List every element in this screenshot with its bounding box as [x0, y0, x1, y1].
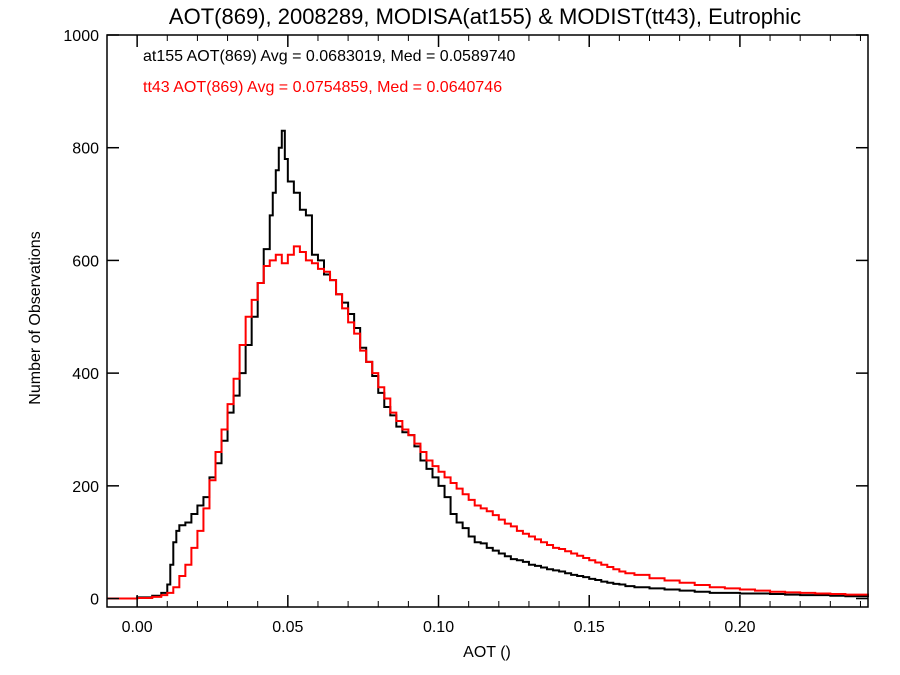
- axes: [106, 34, 869, 608]
- annotation-tt43: tt43 AOT(869) Avg = 0.0754859, Med = 0.0…: [143, 79, 502, 96]
- series-line-1: [107, 245, 869, 600]
- x-tick-label: 0.20: [724, 619, 755, 636]
- x-tick-label: 0.10: [423, 619, 454, 636]
- annotation-at155: at155 AOT(869) Avg = 0.0683019, Med = 0.…: [143, 48, 516, 65]
- y-tick-label: 200: [72, 479, 99, 496]
- y-tick-label: 1000: [63, 28, 99, 45]
- y-tick-label: 800: [72, 141, 99, 158]
- y-axis-label: Number of Observations: [27, 231, 44, 404]
- x-tick-label: 0.05: [272, 619, 303, 636]
- series-line-0: [107, 129, 869, 600]
- y-tick-label: 0: [90, 592, 99, 609]
- x-axis-label: AOT (): [463, 644, 511, 661]
- x-tick-label: 0.15: [574, 619, 605, 636]
- series-layer: [107, 129, 869, 600]
- chart-title: AOT(869), 2008289, MODISA(at155) & MODIS…: [169, 4, 801, 29]
- ticks: 0.00 0.05 0.10 0.15 0.20 0 200 400 600 800 1000: [63, 28, 868, 636]
- y-tick-label: 600: [72, 253, 99, 270]
- plot-frame: [106, 34, 869, 608]
- x-tick-label: 0.00: [122, 619, 153, 636]
- y-tick-label: 400: [72, 366, 99, 383]
